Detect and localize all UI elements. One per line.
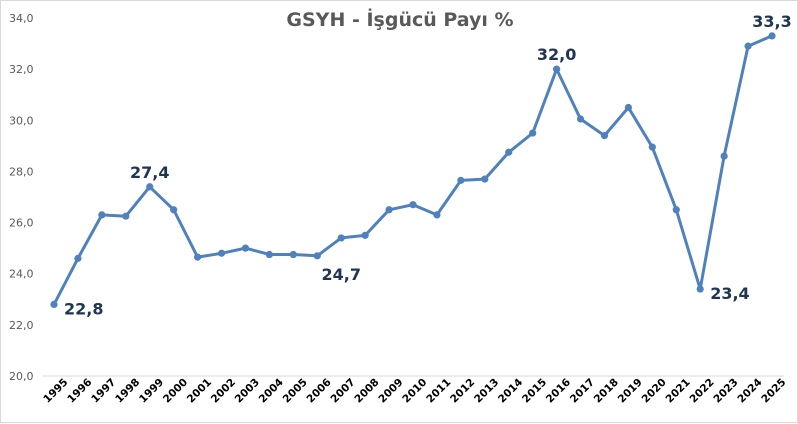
data-point-marker [74, 254, 82, 262]
x-tick-label: 2008 [352, 376, 381, 405]
x-tick-label: 2013 [472, 376, 501, 405]
data-point-marker [217, 249, 226, 257]
data-point-marker [50, 300, 58, 308]
x-tick-label: 2003 [233, 376, 262, 405]
data-point-marker [768, 32, 776, 40]
data-label: 24,7 [322, 265, 361, 284]
data-point-marker [600, 132, 609, 140]
x-tick-label: 2009 [376, 376, 405, 405]
data-point-marker [529, 129, 537, 137]
x-tick-label: 2004 [257, 376, 286, 405]
data-label: 27,4 [130, 163, 169, 182]
x-tick-label: 2001 [185, 376, 214, 405]
y-tick-label: 28,0 [9, 165, 34, 178]
y-tick-label: 20,0 [9, 370, 34, 383]
data-point-marker [409, 201, 417, 209]
x-tick-label: 1997 [89, 376, 118, 405]
data-point-marker [146, 183, 154, 191]
data-point-marker [553, 65, 561, 73]
x-tick-label: 2010 [400, 376, 429, 405]
x-tick-label: 2005 [281, 376, 310, 405]
y-axis: 20,0 22,0 24,0 26,0 28,0 30,0 32,0 34,0 [9, 12, 34, 383]
data-point-marker [457, 176, 465, 184]
x-tick-label: 2007 [329, 376, 358, 405]
data-label: 22,8 [64, 299, 103, 318]
data-point-marker [672, 206, 680, 214]
data-point-marker [241, 244, 250, 252]
x-tick-label: 2000 [161, 376, 190, 405]
data-point-marker [289, 250, 297, 259]
data-label: 32,0 [537, 45, 576, 64]
data-point-marker [744, 42, 752, 50]
x-tick-label: 2016 [544, 376, 573, 405]
y-tick-label: 24,0 [9, 268, 34, 281]
data-point-marker [313, 252, 321, 260]
x-tick-label: 1998 [113, 376, 142, 405]
x-tick-label: 1999 [137, 376, 166, 405]
x-tick-label: 2017 [568, 376, 597, 405]
y-tick-label: 30,0 [9, 114, 34, 127]
y-tick-label: 22,0 [9, 319, 34, 332]
data-point-marker [433, 211, 441, 219]
x-tick-label: 2020 [640, 376, 669, 405]
x-tick-label: 2012 [448, 376, 477, 405]
data-point-marker [576, 115, 585, 123]
y-tick-label: 26,0 [9, 217, 34, 230]
series-markers [50, 32, 776, 308]
data-point-marker [98, 211, 106, 219]
y-tick-label: 32,0 [9, 63, 34, 76]
x-axis: 1995199619971998199920002001200220032004… [41, 376, 788, 405]
x-tick-label: 2022 [688, 376, 717, 405]
x-tick-label: 2014 [496, 376, 525, 405]
data-point-marker [194, 253, 202, 261]
x-tick-label: 2018 [592, 376, 621, 405]
data-point-marker [265, 250, 273, 259]
x-tick-label: 2024 [735, 376, 764, 405]
data-point-marker [122, 212, 130, 220]
x-tick-label: 1995 [41, 376, 70, 405]
x-tick-label: 2015 [520, 376, 549, 405]
x-tick-label: 2023 [711, 376, 740, 405]
data-point-marker [170, 206, 178, 214]
x-tick-label: 2002 [209, 376, 238, 405]
data-point-marker [361, 231, 369, 239]
chart-title: GSYH - İşgücü Payı % [286, 9, 514, 31]
data-point-marker [385, 206, 393, 214]
data-label: 23,4 [710, 284, 749, 303]
x-tick-label: 2006 [305, 376, 334, 405]
data-point-marker [648, 143, 656, 151]
data-point-marker [720, 152, 728, 160]
x-tick-label: 2019 [616, 376, 645, 405]
data-point-marker [481, 175, 489, 183]
x-tick-label: 2025 [759, 376, 788, 405]
data-point-marker [505, 148, 513, 156]
x-tick-label: 2011 [424, 376, 453, 405]
y-tick-label: 34,0 [9, 12, 34, 25]
data-point-marker [337, 234, 345, 242]
data-point-marker [624, 103, 633, 112]
x-tick-label: 2021 [664, 376, 693, 405]
data-label: 33,3 [752, 12, 791, 31]
x-tick-label: 1996 [65, 376, 94, 405]
data-point-marker [696, 285, 704, 293]
data-labels: 22,8 27,4 24,7 32,0 23,4 33,3 [64, 12, 792, 318]
